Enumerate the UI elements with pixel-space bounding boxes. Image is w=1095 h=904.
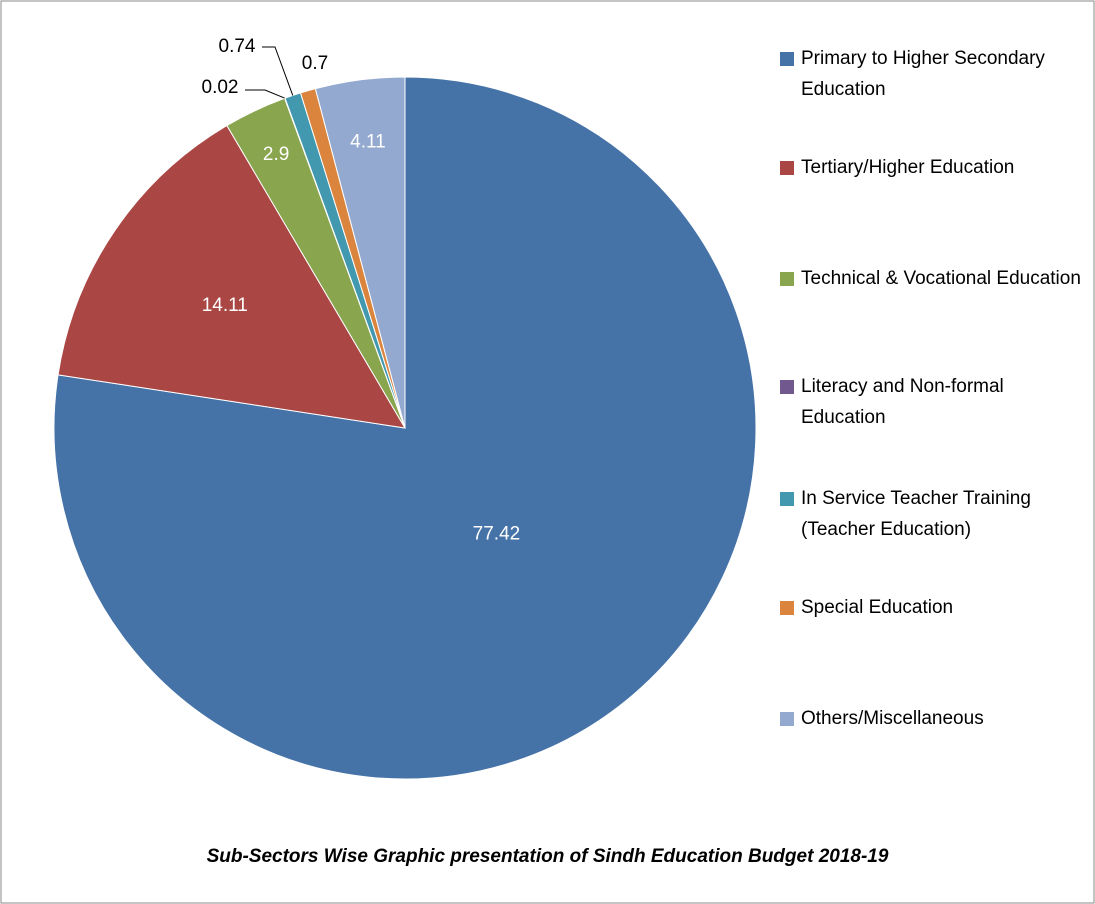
data-label: 0.74 (219, 36, 256, 57)
legend-label: Literacy and Non-formal Education (801, 376, 1004, 428)
legend-label: Others/Miscellaneous (801, 708, 984, 729)
legend-label: In Service Teacher Training (Teacher Edu… (801, 488, 1031, 540)
legend-label: Special Education (801, 597, 954, 618)
legend-swatch (780, 161, 794, 175)
legend-item: Technical & Vocational Education (780, 263, 1085, 294)
legend-label: Technical & Vocational Education (801, 268, 1081, 289)
data-label: 0.7 (302, 53, 328, 74)
legend-item: Others/Miscellaneous (780, 703, 1085, 734)
legend-item: Literacy and Non-formal Education (780, 371, 1085, 433)
legend-item: In Service Teacher Training (Teacher Edu… (780, 483, 1085, 545)
data-label: 4.11 (350, 132, 386, 153)
legend-swatch (780, 272, 794, 286)
data-label: 14.11 (202, 295, 248, 316)
chart-title: Sub-Sectors Wise Graphic presentation of… (206, 846, 889, 867)
legend-item: Primary to Higher Secondary Education (780, 43, 1085, 105)
legend-label: Tertiary/Higher Education (801, 157, 1015, 178)
legend-item: Special Education (780, 592, 1085, 623)
legend-swatch (780, 492, 794, 506)
legend-item: Tertiary/Higher Education (780, 152, 1085, 183)
data-label: 2.9 (263, 144, 289, 165)
data-label: 0.02 (202, 77, 239, 98)
leader-line (245, 89, 286, 99)
pie-slice (314, 76, 406, 429)
legend-swatch (780, 380, 794, 394)
legend-label: Primary to Higher Secondary Education (801, 48, 1045, 100)
leader-line (262, 46, 294, 96)
data-label: 77.42 (473, 524, 521, 545)
legend-swatch (780, 601, 794, 615)
legend-swatch (780, 712, 794, 726)
legend-swatch (780, 52, 794, 66)
pie-slice (57, 124, 406, 429)
